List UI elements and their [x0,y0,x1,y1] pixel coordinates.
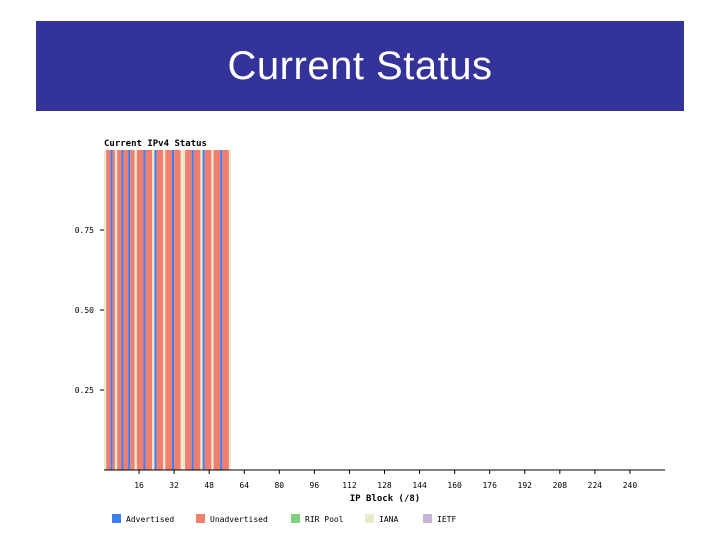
bar-segment-iana [114,150,118,470]
chart-title: Current IPv4 Status [104,139,207,149]
legend-label-rir_pool: RIR Pool [305,515,344,524]
bar-segment-advertised [171,150,175,470]
bar-segment-unadvertised [193,150,201,470]
x-tick-label: 96 [310,481,320,490]
legend-label-unadvertised: Unadvertised [210,515,268,524]
bar-segment-unadvertised [145,150,153,470]
slide-title: Current Status [227,43,493,88]
bar-segment-unadvertised [130,150,135,470]
x-tick-label: 208 [553,481,568,490]
x-tick-label: 192 [518,481,533,490]
legend-label-iana: IANA [379,515,398,524]
x-axis-label: IP Block (/8) [350,494,420,504]
y-tick-label: 0.25 [75,386,94,395]
bar-segment-advertised [121,150,124,470]
bar-segment-iana [228,150,232,470]
bar-segment-unadvertised [117,150,122,470]
legend-swatch-rir_pool [291,514,300,523]
plot-area [104,150,232,470]
bar-segment-unadvertised [136,150,144,470]
x-tick-label: 32 [169,481,179,490]
chart-legend: Advertised Unadvertised RIR Pool IANA IETF [112,514,456,524]
x-tick-label: 160 [447,481,462,490]
legend-label-ietf: IETF [437,515,456,524]
bar-segment-unadvertised [204,150,212,470]
x-tick-label: 224 [588,481,603,490]
x-tick-label: 176 [482,481,497,490]
bar-segment-unadvertised [156,150,164,470]
bar-segment-unadvertised [112,150,115,470]
title-banner: Current Status [36,21,684,111]
legend-swatch-advertised [112,514,121,523]
legend-swatch-ietf [423,514,432,523]
x-tick-label: 48 [204,481,214,490]
bar-segment-iana [152,150,155,470]
bar-segment-advertised [202,150,205,470]
bar-segment-iana [104,150,107,470]
bar-segment-unadvertised [213,150,221,470]
x-tick-label: 80 [274,481,284,490]
bar-segment-advertised [143,150,146,470]
bar-segment-advertised [191,150,194,470]
legend-label-advertised: Advertised [126,515,174,524]
bar-segment-iana [134,150,137,470]
bar-segment-iana [182,150,186,470]
bar-segment-unadvertised [185,150,192,470]
bar-segment-iana [200,150,203,470]
bar-segment-unadvertised [222,150,229,470]
bar-segment-unadvertised [165,150,172,470]
chart-axes: 16 32 48 64 80 96 112 128 144 160 176 192 208 224 240 0… [75,226,665,490]
bar-segment-advertised [128,150,131,470]
bar-segment-unadvertised [174,150,181,470]
x-tick-label: 112 [342,481,357,490]
x-tick-label: 128 [377,481,392,490]
legend-swatch-iana [365,514,374,523]
x-tick-label: 144 [412,481,427,490]
y-tick-label: 0.75 [75,226,94,235]
bar-segment-unadvertised [106,150,111,470]
bar-segment-iana [180,150,183,470]
bar-segment-iana [163,150,166,470]
x-tick-label: 240 [623,481,638,490]
y-tick-label: 0.50 [75,306,94,315]
bar-segment-unadvertised [123,150,129,470]
bar-segment-advertised [154,150,157,470]
bar-segment-iana [211,150,214,470]
x-tick-label: 64 [239,481,249,490]
bar-segment-advertised [220,150,223,470]
legend-swatch-unadvertised [196,514,205,523]
x-tick-label: 16 [134,481,144,490]
bar-segment-advertised [110,150,113,470]
